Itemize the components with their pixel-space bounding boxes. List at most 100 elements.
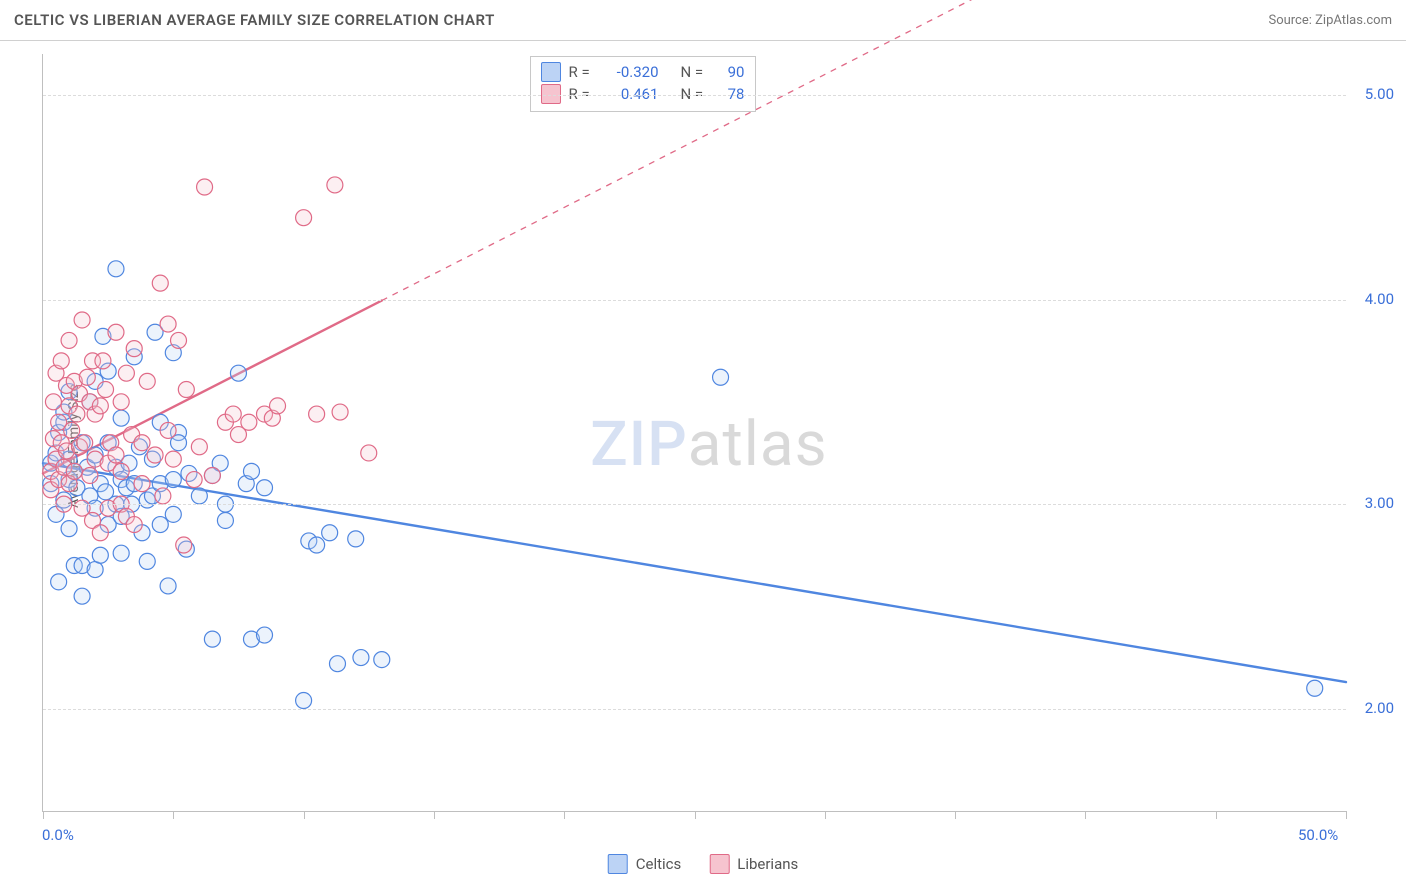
- data-point: [374, 652, 390, 668]
- data-point: [139, 373, 155, 389]
- x-tick: [43, 811, 44, 819]
- data-point: [309, 406, 325, 422]
- data-point: [243, 463, 259, 479]
- data-point: [113, 410, 129, 426]
- data-point: [160, 316, 176, 332]
- data-point: [152, 517, 168, 533]
- data-point: [92, 398, 108, 414]
- data-point: [126, 341, 142, 357]
- data-point: [87, 562, 103, 578]
- data-point: [51, 574, 67, 590]
- data-point: [329, 656, 345, 672]
- data-point: [108, 261, 124, 277]
- regression-line-extrapolated: [382, 0, 1346, 301]
- legend-stat-row: R =-0.320N =90: [541, 61, 745, 83]
- data-point: [186, 472, 202, 488]
- plot-area: ZIPatlas R =-0.320N =90R =0.461N =78 2.0…: [42, 54, 1346, 812]
- gridline-h: [43, 300, 1346, 301]
- data-point: [204, 467, 220, 483]
- legend-label: Liberians: [737, 855, 798, 873]
- data-point: [108, 447, 124, 463]
- legend-item: Liberians: [709, 854, 798, 874]
- gridline-h: [43, 504, 1346, 505]
- data-point: [165, 506, 181, 522]
- data-point: [92, 525, 108, 541]
- data-point: [147, 447, 163, 463]
- data-point: [178, 382, 194, 398]
- x-axis-max-label: 50.0%: [1298, 826, 1338, 844]
- x-tick: [173, 811, 174, 819]
- data-point: [79, 369, 95, 385]
- data-point: [171, 332, 187, 348]
- legend-series: Celtics Liberians: [608, 854, 799, 874]
- data-point: [61, 521, 77, 537]
- data-point: [176, 537, 192, 553]
- legend-label: Celtics: [636, 855, 682, 873]
- data-point: [348, 531, 364, 547]
- data-point: [108, 324, 124, 340]
- data-point: [69, 406, 85, 422]
- regression-line: [43, 463, 1346, 682]
- data-point: [197, 179, 213, 195]
- data-point: [241, 414, 257, 430]
- chart-svg: [43, 54, 1346, 811]
- data-point: [225, 406, 241, 422]
- legend-swatch: [608, 854, 628, 874]
- data-point: [257, 480, 273, 496]
- source-name: ZipAtlas.com: [1315, 13, 1392, 28]
- data-point: [74, 588, 90, 604]
- x-tick: [1216, 811, 1217, 819]
- stat-n-value: 90: [715, 61, 745, 83]
- data-point: [165, 451, 181, 467]
- data-point: [1307, 680, 1323, 696]
- legend-swatch: [709, 854, 729, 874]
- x-tick: [434, 811, 435, 819]
- y-tick-label: 2.00: [1365, 699, 1394, 717]
- data-point: [217, 512, 233, 528]
- data-point: [134, 476, 150, 492]
- data-point: [113, 394, 129, 410]
- source-attribution: Source: ZipAtlas.com: [1268, 13, 1392, 28]
- data-point: [160, 578, 176, 594]
- stat-r-value: -0.320: [603, 61, 659, 83]
- x-tick: [304, 811, 305, 819]
- data-point: [296, 693, 312, 709]
- stat-r-label: R =: [569, 61, 595, 83]
- gridline-h: [43, 95, 1346, 96]
- data-point: [95, 353, 111, 369]
- x-tick: [695, 811, 696, 819]
- x-tick: [1346, 811, 1347, 819]
- x-tick: [564, 811, 565, 819]
- data-point: [160, 422, 176, 438]
- chart-title: CELTIC VS LIBERIAN AVERAGE FAMILY SIZE C…: [14, 11, 495, 29]
- data-point: [77, 435, 93, 451]
- gridline-h: [43, 709, 1346, 710]
- y-tick-label: 3.00: [1365, 494, 1394, 512]
- source-prefix: Source:: [1268, 13, 1315, 28]
- y-tick-label: 5.00: [1365, 85, 1394, 103]
- data-point: [64, 422, 80, 438]
- data-point: [322, 525, 338, 541]
- data-point: [113, 545, 129, 561]
- data-point: [74, 312, 90, 328]
- data-point: [327, 177, 343, 193]
- data-point: [92, 547, 108, 563]
- data-point: [113, 463, 129, 479]
- data-point: [296, 210, 312, 226]
- data-point: [126, 517, 142, 533]
- data-point: [713, 369, 729, 385]
- data-point: [134, 435, 150, 451]
- data-point: [332, 404, 348, 420]
- legend-swatch: [541, 62, 561, 82]
- x-tick: [955, 811, 956, 819]
- data-point: [61, 332, 77, 348]
- data-point: [270, 398, 286, 414]
- chart-header: CELTIC VS LIBERIAN AVERAGE FAMILY SIZE C…: [0, 0, 1406, 41]
- data-point: [118, 365, 134, 381]
- data-point: [98, 382, 114, 398]
- x-tick: [1085, 811, 1086, 819]
- data-point: [361, 445, 377, 461]
- data-point: [152, 275, 168, 291]
- data-point: [353, 650, 369, 666]
- legend-stats-box: R =-0.320N =90R =0.461N =78: [530, 56, 756, 112]
